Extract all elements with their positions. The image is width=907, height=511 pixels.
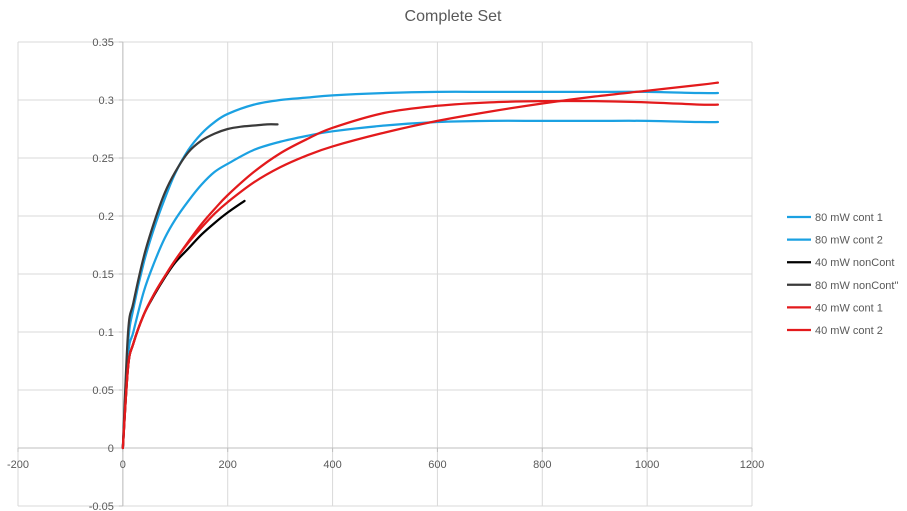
y-tick-label: 0.15 (92, 269, 113, 281)
series-line-1 (121, 90, 720, 450)
series-line-2 (121, 119, 720, 450)
x-tick-label: 200 (219, 459, 237, 471)
y-tick-label: 0.2 (99, 211, 114, 223)
y-tick-label: 0.3 (99, 95, 114, 107)
x-tick-label: -200 (7, 459, 29, 471)
legend-label: 80 mW cont 1 (815, 212, 883, 224)
y-tick-label: 0.1 (99, 327, 114, 339)
series-line-4 (121, 123, 279, 450)
x-tick-label: 0 (120, 459, 126, 471)
x-tick-label: 600 (428, 459, 446, 471)
series-line-6 (121, 99, 720, 450)
y-tick-label: 0.35 (92, 37, 113, 49)
series-line-3 (121, 199, 246, 450)
y-tick-label: 0 (108, 443, 114, 455)
legend: 80 mW cont 1 80 mW cont 2 40 mW nonCont 80 … (787, 212, 898, 337)
grid (17, 41, 753, 507)
y-tick-label: 0.05 (92, 385, 113, 397)
legend-label: 40 mW cont 1 (815, 302, 883, 314)
x-tick-label: 1200 (740, 459, 764, 471)
legend-label: 40 mW cont 2 (815, 325, 883, 337)
legend-label: 40 mW nonCont (815, 257, 894, 269)
x-tick-label: 1000 (635, 459, 659, 471)
chart-title: Complete Set (405, 8, 502, 25)
y-tick-label: 0.25 (92, 153, 113, 165)
x-tick-label: 800 (533, 459, 551, 471)
tick-labels: -200 0 200 400 600 800 1000 1200 -0.05 0 0.05 0.1 0.… (7, 37, 764, 511)
series-lines (121, 81, 720, 450)
series-line-5 (121, 81, 720, 450)
legend-label: 80 mW nonCont" (815, 280, 898, 292)
x-tick-label: 400 (323, 459, 341, 471)
legend-label: 80 mW cont 2 (815, 235, 883, 247)
y-tick-label: -0.05 (89, 501, 114, 511)
